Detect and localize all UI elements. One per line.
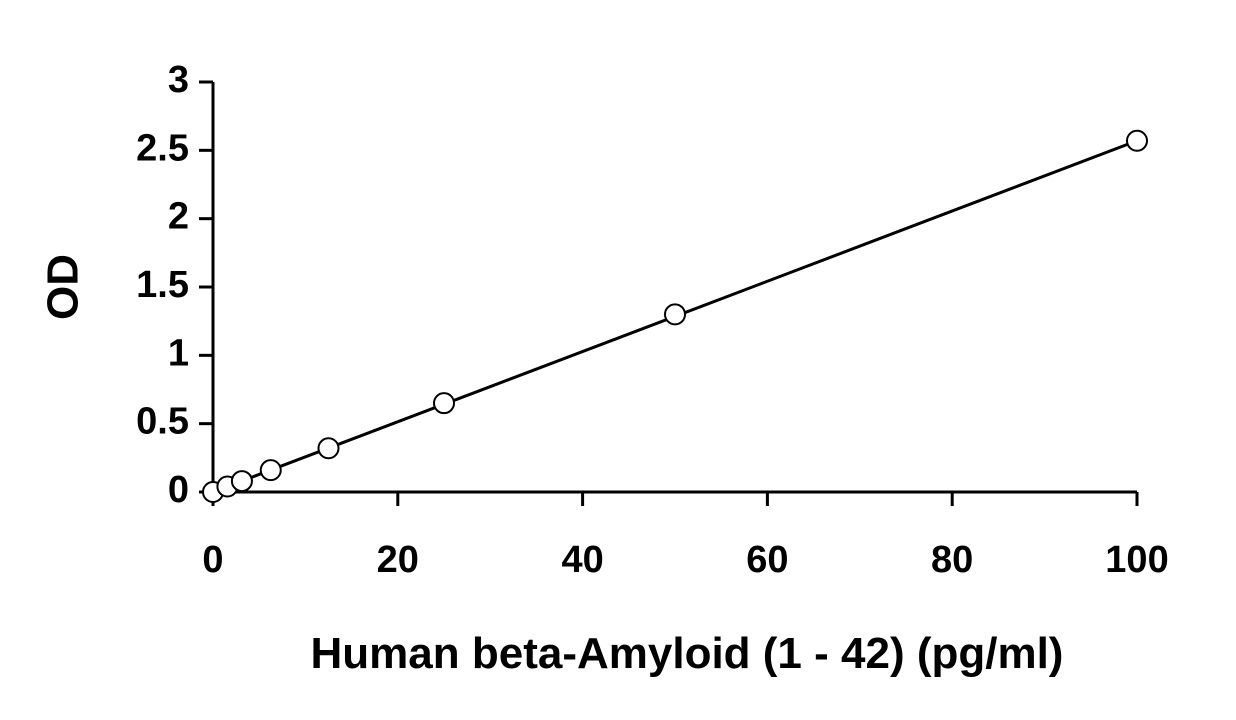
data-points — [202, 129, 1148, 503]
data-point — [259, 459, 282, 482]
x-tick-label: 100 — [1105, 539, 1168, 581]
x-tick-label: 20 — [377, 539, 419, 581]
data-point — [317, 437, 340, 460]
x-axis-title: Human beta-Amyloid (1 - 42) (pg/ml) — [311, 629, 1064, 678]
x-axis-ticks: 0 20 40 60 80 100 — [202, 492, 1169, 581]
y-axis-title: OD — [39, 254, 88, 320]
y-tick-label: 3 — [168, 59, 189, 101]
data-point — [433, 392, 455, 415]
y-tick-label: 2 — [168, 196, 189, 238]
x-tick-label: 60 — [746, 539, 788, 581]
y-tick-label: 1 — [168, 332, 189, 374]
y-tick-label: 2.5 — [136, 127, 189, 169]
data-point — [230, 470, 253, 493]
y-axis-ticks: 0 0.5 1 1.5 2 2.5 3 — [136, 59, 213, 511]
x-tick-label: 40 — [561, 539, 603, 581]
y-tick-label: 0.5 — [136, 401, 189, 443]
data-point — [1126, 129, 1148, 152]
x-tick-label: 80 — [931, 539, 973, 581]
axes — [211, 82, 1137, 494]
data-point — [664, 303, 686, 326]
y-tick-label: 1.5 — [136, 264, 189, 306]
y-tick-label: 0 — [168, 469, 189, 511]
x-tick-label: 0 — [202, 539, 223, 581]
